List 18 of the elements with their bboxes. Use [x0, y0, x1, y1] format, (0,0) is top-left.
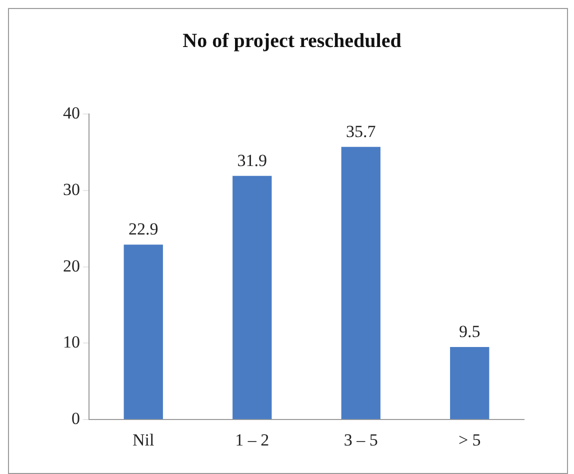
- x-tick-label: 1 – 2: [235, 430, 270, 450]
- bar: [341, 146, 380, 420]
- bar: [450, 347, 490, 420]
- data-label: 35.7: [346, 122, 376, 141]
- y-tick-label: 20: [63, 256, 80, 276]
- y-tick-label: 30: [63, 180, 80, 199]
- bar: [124, 244, 163, 420]
- chart-title: No of project rescheduled: [182, 30, 402, 52]
- data-label: 9.5: [459, 322, 480, 341]
- x-tick-label: 3 – 5: [344, 430, 378, 450]
- y-tick-label: 40: [63, 103, 80, 122]
- y-tick-label: 0: [72, 409, 80, 428]
- data-label: 31.9: [237, 150, 267, 170]
- y-tick-label: 10: [63, 332, 80, 352]
- bar: [232, 176, 272, 420]
- data-label: 22.9: [128, 220, 158, 239]
- x-tick-label: > 5: [458, 430, 481, 450]
- x-tick-label: Nil: [132, 430, 155, 450]
